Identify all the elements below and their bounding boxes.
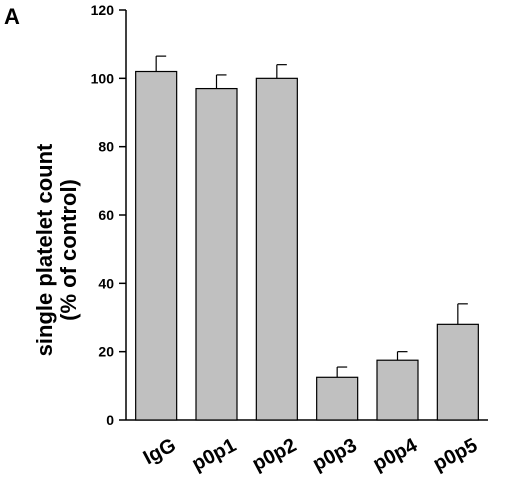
- y-tick-label: 60: [98, 207, 114, 223]
- y-axis-label-line2: (% of control): [56, 179, 81, 321]
- x-tick-label-IgG: IgG: [140, 434, 180, 469]
- bar-p0p4: [376, 359, 419, 421]
- x-tick-label-p0p2: p0p2: [249, 434, 301, 475]
- x-tick-labels: IgG p0p1 p0p2 p0p3 p0p4 p0p5: [140, 434, 481, 476]
- y-tick-label: 20: [98, 344, 114, 360]
- bar-IgG: [135, 70, 178, 421]
- x-tick-label-p0p5: p0p5: [430, 434, 482, 475]
- y-axis-label: single platelet count (% of control): [32, 143, 81, 356]
- bar-p0p1: [195, 87, 238, 421]
- bars: [135, 55, 479, 421]
- bar-p0p2: [255, 77, 298, 421]
- y-axis-label-line1: single platelet count: [32, 143, 57, 356]
- x-tick-label-p0p3: p0p3: [309, 434, 361, 475]
- y-tick-label: 120: [91, 2, 115, 18]
- bar-p0p5: [436, 323, 479, 421]
- y-tick-label: 40: [98, 275, 114, 291]
- x-tick-label-p0p4: p0p4: [369, 434, 421, 476]
- panel-label: A: [4, 4, 20, 29]
- bar-p0p3: [316, 376, 359, 421]
- y-tick-label: 0: [106, 412, 114, 428]
- axes: 0 20 40 60 80 100 120: [91, 2, 488, 428]
- y-tick-label: 100: [91, 70, 115, 86]
- y-tick-label: 80: [98, 139, 114, 155]
- x-tick-label-p0p1: p0p1: [188, 434, 240, 475]
